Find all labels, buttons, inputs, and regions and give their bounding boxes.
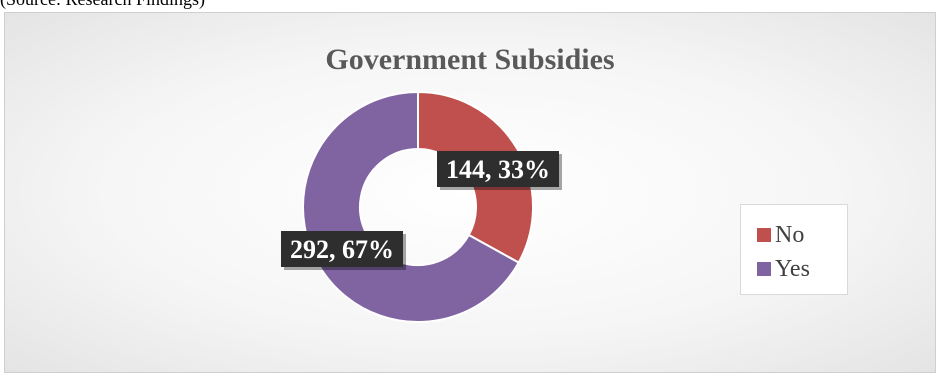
data-label-no-text: 144, 33% <box>446 155 550 184</box>
chart-area: Government Subsidies 144, 33% 292, 67% No… <box>4 12 936 373</box>
legend-swatch-no <box>757 228 771 242</box>
donut-chart: 144, 33% 292, 67% <box>281 90 562 323</box>
data-label-no: 144, 33% <box>437 151 562 190</box>
legend-item-yes: Yes <box>757 254 810 284</box>
caption: (Source: Research Findings) <box>0 0 205 10</box>
legend: No Yes <box>740 204 848 295</box>
chart-title: Government Subsidies <box>325 43 615 76</box>
legend-item-no: No <box>757 220 804 250</box>
data-label-yes: 292, 67% <box>281 231 406 270</box>
legend-label-yes: Yes <box>775 255 810 282</box>
legend-label-no: No <box>775 221 805 248</box>
legend-swatch-yes <box>757 262 771 276</box>
data-label-yes-text: 292, 67% <box>290 235 394 264</box>
